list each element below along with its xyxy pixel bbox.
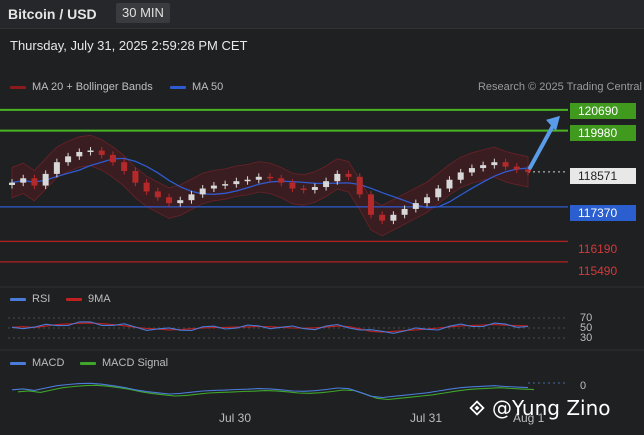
x-tick-jul31: Jul 31 bbox=[410, 411, 443, 425]
candle-body bbox=[345, 173, 352, 177]
macd-label: MACD bbox=[32, 357, 65, 369]
ma50-swatch bbox=[170, 85, 186, 89]
candle-body bbox=[502, 162, 509, 167]
watermark-text: @Yung Zino bbox=[492, 396, 611, 420]
bollinger-band-area bbox=[11, 134, 529, 237]
candle-body bbox=[334, 173, 341, 182]
candle-body bbox=[311, 187, 318, 190]
diamond-logo-icon bbox=[469, 400, 485, 416]
candle-body bbox=[446, 179, 453, 189]
watermark: @Yung Zino bbox=[468, 396, 611, 420]
datetime-label: Thursday, July 31, 2025 2:59:28 PM CET bbox=[10, 38, 248, 53]
candle-body bbox=[255, 176, 262, 180]
candle-body bbox=[457, 172, 464, 180]
candle-body bbox=[121, 162, 128, 171]
candle-body bbox=[300, 188, 307, 190]
candle-body bbox=[188, 194, 195, 201]
level-tag-119980: 119980 bbox=[570, 125, 636, 141]
candle-body bbox=[513, 166, 520, 170]
candle-body bbox=[154, 191, 161, 198]
candle-body bbox=[177, 200, 184, 204]
candle-body bbox=[166, 197, 173, 204]
candle-body bbox=[278, 178, 285, 183]
candle-body bbox=[233, 181, 240, 185]
ma50-label: MA 50 bbox=[192, 81, 224, 93]
macd-signal-swatch bbox=[80, 361, 96, 365]
candle-body bbox=[76, 151, 83, 157]
candle-body bbox=[31, 178, 38, 186]
level-tag-117370: 117370 bbox=[570, 205, 636, 221]
macd-signal-label: MACD Signal bbox=[102, 357, 169, 369]
macd-swatch bbox=[10, 361, 26, 365]
candle-body bbox=[367, 194, 374, 215]
candle-body bbox=[289, 182, 296, 189]
candle-body bbox=[65, 156, 72, 163]
candle-body bbox=[435, 188, 442, 198]
x-tick-jul30: Jul 30 bbox=[219, 411, 252, 425]
ma50-line bbox=[11, 157, 529, 209]
candle-body bbox=[143, 182, 150, 192]
legend-ma20-bb: MA 20 + Bollinger Bands bbox=[10, 81, 153, 93]
candle-body bbox=[424, 197, 431, 204]
level-tag-120690: 120690 bbox=[570, 103, 636, 119]
current-price-tag: 118571 bbox=[570, 168, 636, 184]
candle-body bbox=[199, 188, 206, 195]
candle-body bbox=[491, 162, 498, 166]
candle-body bbox=[42, 173, 49, 186]
level-tag-116190: 116190 bbox=[578, 242, 618, 256]
candle-body bbox=[323, 181, 330, 188]
rsi-level-70: 70 bbox=[580, 312, 593, 324]
macd-line bbox=[11, 382, 529, 399]
legend-macd: MACD bbox=[10, 357, 64, 369]
candle-body bbox=[412, 203, 419, 209]
legend-rsi: RSI bbox=[10, 293, 50, 305]
candle-body bbox=[109, 154, 116, 163]
candle-body bbox=[87, 150, 94, 153]
candle-body bbox=[401, 208, 408, 215]
candle-body bbox=[379, 214, 386, 221]
9ma-swatch bbox=[66, 297, 82, 301]
level-tag-115490: 115490 bbox=[578, 264, 618, 278]
candle-body bbox=[9, 182, 15, 185]
candle-body bbox=[356, 176, 363, 195]
forecast-arrow-shaft bbox=[528, 121, 556, 170]
rsi-9ma-line bbox=[11, 322, 529, 333]
rsi-label: RSI bbox=[32, 293, 51, 305]
symbol-title: Bitcoin / USD bbox=[8, 6, 97, 22]
candle-body bbox=[390, 214, 397, 221]
macd-signal-line bbox=[17, 384, 535, 401]
candle-body bbox=[53, 162, 60, 174]
rsi-level-30: 30 bbox=[580, 332, 593, 344]
candle-body bbox=[267, 176, 273, 179]
candle-body bbox=[132, 170, 139, 183]
x-tick-aug1: Aug 1 bbox=[513, 411, 545, 425]
macd-level-0: 0 bbox=[580, 380, 587, 392]
ma20-swatch bbox=[10, 85, 26, 89]
candle-body bbox=[480, 165, 487, 169]
legend-9ma: 9MA bbox=[66, 293, 111, 305]
9ma-label: 9MA bbox=[88, 293, 111, 305]
rsi-swatch bbox=[10, 297, 26, 301]
ma20-label: MA 20 + Bollinger Bands bbox=[32, 81, 153, 93]
candle-body bbox=[210, 185, 217, 189]
forecast-arrow-head bbox=[546, 115, 560, 131]
rsi-level-50: 50 bbox=[580, 322, 593, 334]
candle-body bbox=[222, 184, 229, 186]
candle-body bbox=[525, 169, 531, 172]
legend-ma50: MA 50 bbox=[170, 81, 223, 93]
timeframe-button[interactable]: 30 MIN bbox=[116, 3, 170, 23]
candle-body bbox=[468, 168, 475, 173]
legend-macd-signal: MACD Signal bbox=[80, 357, 168, 369]
candle-body bbox=[98, 150, 105, 155]
top-bar: Bitcoin / USD 30 MIN bbox=[0, 0, 644, 29]
rsi-line bbox=[11, 321, 529, 334]
research-credit: Research © 2025 Trading Central bbox=[477, 81, 642, 93]
candle-body bbox=[244, 179, 251, 182]
candle-body bbox=[20, 178, 27, 183]
